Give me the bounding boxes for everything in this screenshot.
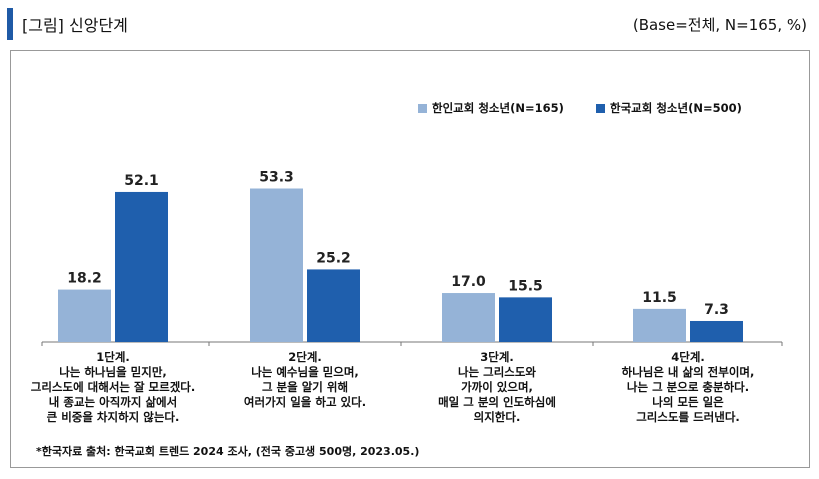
figure-title: [그림] 신앙단계 xyxy=(22,16,128,35)
stage-title: 3단계. xyxy=(480,350,514,364)
data-label: 52.1 xyxy=(124,173,159,189)
data-label: 11.5 xyxy=(642,290,677,306)
bar-1-1 xyxy=(58,289,111,342)
stage-description-line: 가까이 있으며, xyxy=(461,380,533,394)
base-note: (Base=전체, N=165, %) xyxy=(632,16,807,34)
stage-description-line: 큰 비중을 차지하지 않는다. xyxy=(46,410,180,424)
header-accent-bar xyxy=(7,8,13,40)
bar-1-4 xyxy=(633,308,686,342)
source-note: *한국자료 출처: 한국교회 트렌드 2024 조사, (전국 중고생 500명… xyxy=(36,445,420,458)
stage-description-line: 하나님은 내 삶의 전부이며, xyxy=(621,365,755,379)
bar-2-2 xyxy=(307,269,360,342)
stage-description-line: 그 분을 알기 위해 xyxy=(261,380,349,394)
category-label: 3단계. 나는 그리스도와 가까이 있으며, 매일 그 분의 인도하심에 의지한다. xyxy=(402,350,592,425)
data-label: 25.2 xyxy=(316,250,351,266)
stage-title: 2단계. xyxy=(288,350,322,364)
data-label: 17.0 xyxy=(451,274,486,290)
chart-frame xyxy=(10,50,810,468)
legend-item-series1: 한인교회 청소년(N=165) xyxy=(418,100,564,116)
bar-2-3 xyxy=(499,297,552,342)
legend-item-series2: 한국교회 청소년(N=500) xyxy=(596,100,742,116)
stage-description-line: 나는 예수님을 믿으며, xyxy=(251,365,359,379)
stage-description-line: 나는 그리스도와 xyxy=(457,365,537,379)
stage-description-line: 나의 모든 일은 xyxy=(652,395,724,409)
stage-description-line: 의지한다. xyxy=(473,410,521,424)
data-label: 18.2 xyxy=(67,271,102,287)
bar-2-1 xyxy=(115,191,168,342)
bar-2-4 xyxy=(690,320,743,342)
legend-label: 한인교회 청소년(N=165) xyxy=(432,101,564,115)
legend-swatch xyxy=(596,103,605,113)
stage-title: 4단계. xyxy=(671,350,705,364)
legend-swatch xyxy=(418,103,427,113)
data-label: 7.3 xyxy=(704,302,729,318)
stage-title: 1단계. xyxy=(96,350,130,364)
category-label: 2단계. 나는 예수님을 믿으며, 그 분을 알기 위해 여러가지 일을 하고 있다. xyxy=(210,350,400,410)
data-label: 53.3 xyxy=(259,169,294,185)
stage-description-line: 여러가지 일을 하고 있다. xyxy=(243,395,367,409)
bar-1-3 xyxy=(442,293,495,342)
stage-description-line: 내 종교는 아직까지 삶에서 xyxy=(48,395,178,409)
data-label: 15.5 xyxy=(508,278,543,294)
stage-description-line: 매일 그 분의 인도하심에 xyxy=(438,395,556,409)
bar-1-2 xyxy=(250,188,303,342)
stage-description-line: 나는 그 분으로 충분하다. xyxy=(626,380,750,394)
legend-label: 한국교회 청소년(N=500) xyxy=(610,101,742,115)
stage-description-line: 그리스도를 드러낸다. xyxy=(636,410,740,424)
stage-description-line: 그리스도에 대해서는 잘 모르겠다. xyxy=(30,380,196,394)
category-label: 4단계. 하나님은 내 삶의 전부이며, 나는 그 분으로 충분하다. 나의 모든 일… xyxy=(593,350,783,425)
category-label: 1단계. 나는 하나님을 믿지만, 그리스도에 대해서는 잘 모르겠다. 내 종교는 … xyxy=(18,350,208,425)
stage-description-line: 나는 하나님을 믿지만, xyxy=(59,365,167,379)
